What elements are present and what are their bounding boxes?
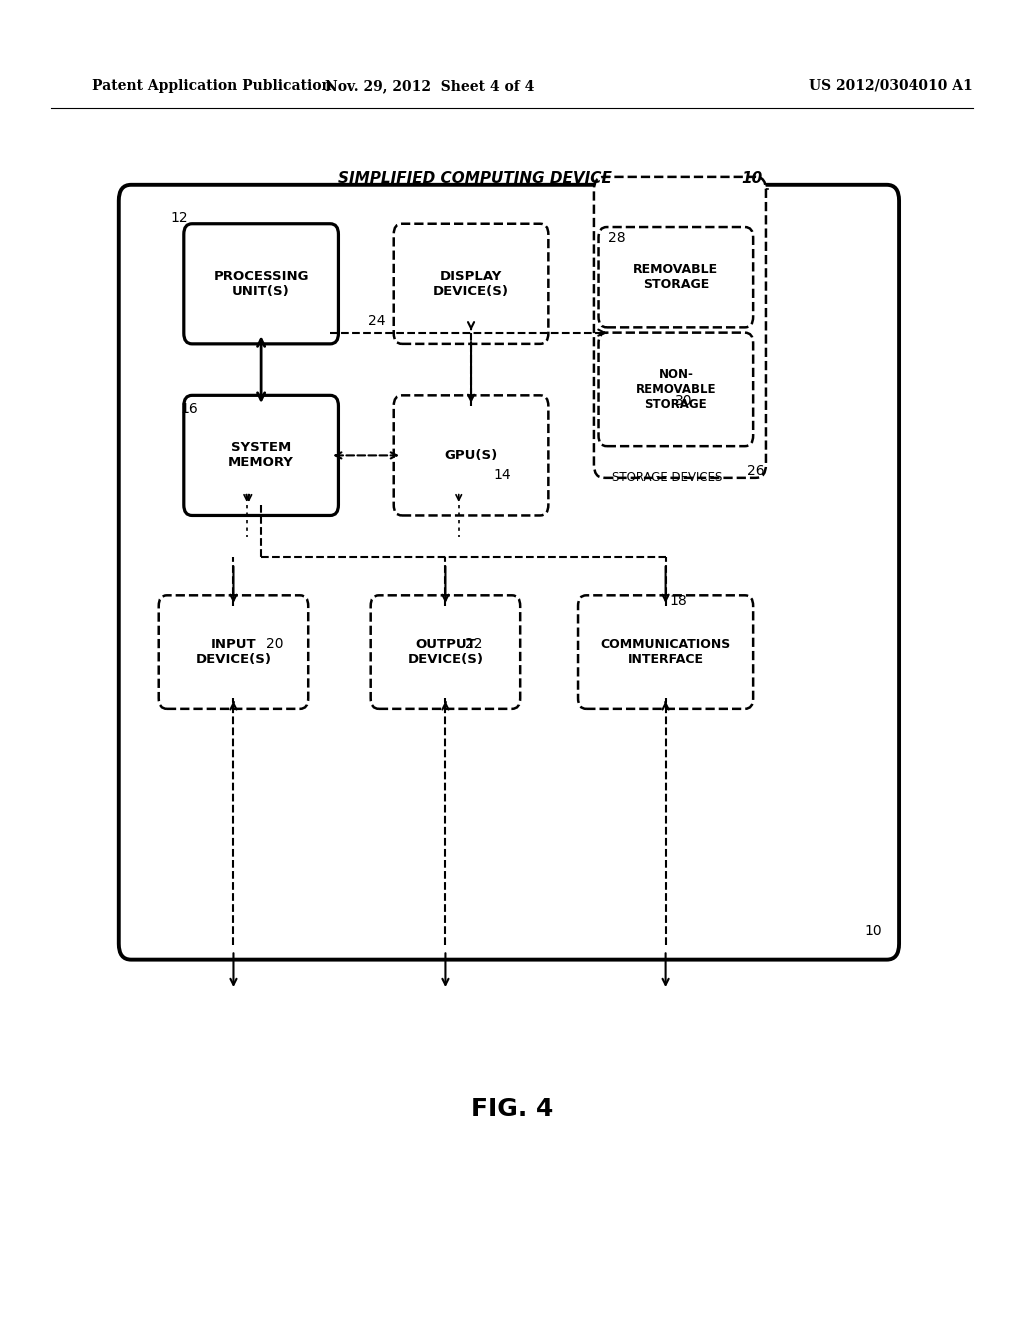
Text: 28: 28 bbox=[607, 231, 626, 244]
Text: DISPLAY
DEVICE(S): DISPLAY DEVICE(S) bbox=[433, 269, 509, 298]
Text: Patent Application Publication: Patent Application Publication bbox=[92, 79, 332, 92]
Text: 26: 26 bbox=[746, 465, 765, 478]
Text: SIMPLIFIED COMPUTING DEVICE: SIMPLIFIED COMPUTING DEVICE bbox=[338, 170, 616, 186]
Text: SYSTEM
MEMORY: SYSTEM MEMORY bbox=[228, 441, 294, 470]
Text: COMMUNICATIONS
INTERFACE: COMMUNICATIONS INTERFACE bbox=[600, 638, 731, 667]
Text: OUTPUT
DEVICE(S): OUTPUT DEVICE(S) bbox=[408, 638, 483, 667]
FancyBboxPatch shape bbox=[578, 595, 754, 709]
Text: REMOVABLE
STORAGE: REMOVABLE STORAGE bbox=[633, 263, 719, 292]
Text: 10: 10 bbox=[741, 170, 763, 186]
Text: STORAGE DEVICES: STORAGE DEVICES bbox=[612, 471, 723, 484]
Text: 24: 24 bbox=[368, 314, 386, 327]
Text: 10: 10 bbox=[864, 924, 883, 937]
Text: US 2012/0304010 A1: US 2012/0304010 A1 bbox=[809, 79, 973, 92]
FancyBboxPatch shape bbox=[393, 223, 549, 343]
Text: Nov. 29, 2012  Sheet 4 of 4: Nov. 29, 2012 Sheet 4 of 4 bbox=[326, 79, 535, 92]
FancyBboxPatch shape bbox=[184, 223, 338, 343]
FancyBboxPatch shape bbox=[598, 333, 754, 446]
Text: 16: 16 bbox=[180, 403, 199, 416]
Text: NON-
REMOVABLE
STORAGE: NON- REMOVABLE STORAGE bbox=[636, 368, 716, 411]
Text: 30: 30 bbox=[675, 395, 693, 408]
FancyBboxPatch shape bbox=[371, 595, 520, 709]
Text: 20: 20 bbox=[265, 638, 284, 651]
Text: PROCESSING
UNIT(S): PROCESSING UNIT(S) bbox=[213, 269, 309, 298]
FancyBboxPatch shape bbox=[598, 227, 754, 327]
FancyBboxPatch shape bbox=[393, 396, 549, 515]
Text: FIG. 4: FIG. 4 bbox=[471, 1097, 553, 1121]
FancyBboxPatch shape bbox=[184, 396, 338, 515]
Text: GPU(S): GPU(S) bbox=[444, 449, 498, 462]
Text: 22: 22 bbox=[465, 638, 483, 651]
Text: INPUT
DEVICE(S): INPUT DEVICE(S) bbox=[196, 638, 271, 667]
FancyBboxPatch shape bbox=[594, 177, 766, 478]
FancyBboxPatch shape bbox=[159, 595, 308, 709]
FancyBboxPatch shape bbox=[119, 185, 899, 960]
Text: 14: 14 bbox=[493, 469, 511, 482]
Text: 12: 12 bbox=[170, 211, 188, 224]
Text: 18: 18 bbox=[669, 594, 687, 607]
